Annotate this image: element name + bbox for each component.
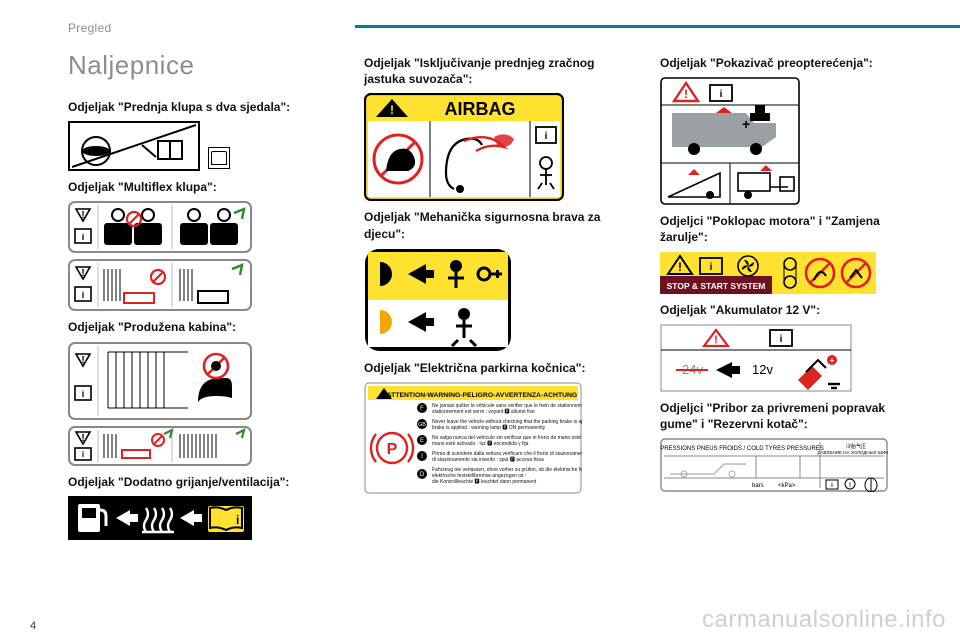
svg-text:!: ! (81, 268, 84, 279)
svg-text:ДАВЛЕНИЕ НА ХОЛОДНЫХ ШИНАХ: ДАВЛЕНИЕ НА ХОЛОДНЫХ ШИНАХ (818, 450, 889, 455)
svg-text:i: i (545, 131, 548, 142)
airbag-text: AIRBAG (445, 99, 516, 119)
tyre-kpa: <kPa> (778, 483, 796, 489)
sticker-12v-battery: ! i 24v 12v + (660, 324, 852, 392)
svg-text:P: P (387, 441, 398, 458)
sticker-child-lock (364, 248, 512, 352)
sticker-extended-cab-1: ! i (68, 342, 252, 420)
svg-text:i: i (82, 232, 85, 242)
svg-text:!: ! (684, 87, 688, 101)
subhead: Odjeljak "Pokazivač preopterećenja": (660, 55, 922, 71)
svg-text:!: ! (714, 334, 718, 346)
svg-text:!: ! (81, 355, 84, 366)
subhead: Odjeljak "Prednja klupa s dva sjedala": (68, 99, 330, 115)
svg-text:!: ! (849, 483, 851, 489)
svg-text:i: i (780, 334, 783, 345)
svg-text:i: i (82, 389, 85, 399)
v12: 12v (752, 362, 773, 377)
stop-start-text: STOP & START SYSTEM (667, 281, 766, 291)
watermark: carmanualsonline.info (702, 606, 946, 634)
tyre-bars: bars (752, 483, 764, 489)
svg-text:!: ! (81, 210, 84, 221)
svg-text:stationnement est serré : voya: stationnement est serré : voyant 🅿 allum… (432, 409, 535, 415)
subhead: Odjeljak "Dodatno grijanje/ventilacija": (68, 474, 330, 490)
subhead: Odjeljak "Isključivanje prednjeg zračnog… (364, 55, 626, 87)
svg-text:E: E (420, 438, 424, 444)
svg-text:!: ! (390, 103, 394, 117)
svg-text:!: ! (678, 260, 682, 274)
subhead: Odjeljci "Pribor za privremeni popravak … (660, 400, 922, 432)
svg-text:F: F (420, 406, 424, 412)
tyre-title: PRESSIONS PNEUS FROIDS / COLD TYRES PRES… (660, 446, 824, 452)
svg-text:i: i (236, 513, 239, 527)
sticker-multiflex-2: ! i (68, 259, 252, 311)
subhead: Odjeljak "Produžena kabina": (68, 319, 330, 335)
sticker-aux-heating: i (68, 496, 252, 540)
subhead: Odjeljak "Mehanička sigurnosna brava za … (364, 209, 626, 241)
svg-text:die Kontrollleuchte 🅿 leuchte: die Kontrollleuchte 🅿 leuchtet dann perm… (432, 479, 537, 485)
svg-text:!: ! (81, 433, 84, 444)
sticker-multiflex-1: ! i (68, 201, 252, 253)
subhead: Odjeljak "Multiflex klupa": (68, 179, 330, 195)
sticker-parking-brake: ATTENTION-WARNING-PELIGRO-AVVERTENZA-ACH… (364, 382, 582, 494)
pbrake-title: ATTENTION-WARNING-PELIGRO-AVVERTENZA-ACH… (387, 392, 577, 399)
sticker-bonnet-bulb: ! i STOP & START SYSTEM (660, 252, 876, 294)
page-number: 4 (30, 620, 36, 632)
svg-text:i: i (82, 290, 85, 300)
sticker-front-bench (68, 121, 200, 171)
column-3: Odjeljak "Pokazivač preopterećenja": ! i (660, 91, 922, 540)
svg-text:冷胎气压: 冷胎气压 (846, 443, 866, 450)
header-rule (355, 25, 960, 28)
subhead: Odjeljak "Električna parkirna kočnica": (364, 360, 626, 376)
svg-text:i: i (720, 89, 723, 100)
sticker-airbag: ! AIRBAG i (364, 93, 564, 201)
manual-icon (208, 147, 230, 169)
svg-text:di stazionamento sia inserito: di stazionamento sia inserito : spia 🅿 a… (432, 457, 544, 463)
svg-text:i: i (82, 450, 84, 459)
section-header: Pregled (68, 21, 111, 35)
column-1: Odjeljak "Prednja klupa s dva sjedala": … (68, 91, 330, 540)
svg-text:D: D (420, 472, 425, 478)
subhead: Odjeljci "Poklopac motora" i "Zamjena ža… (660, 213, 922, 245)
svg-text:+: + (830, 356, 835, 365)
svg-text:mano esté activado : luz 🅿 en: mano esté activado : luz 🅿 encendida y f… (432, 441, 529, 447)
sticker-extended-cab-2: ! i (68, 426, 252, 466)
svg-text:brake is applied : warning lam: brake is applied : warning lamp 🅿 ON per… (432, 425, 546, 431)
subhead: Odjeljak "Akumulator 12 V": (660, 302, 922, 318)
svg-text:i: i (710, 262, 713, 273)
svg-text:+: + (742, 116, 750, 132)
column-2: Odjeljak "Isključivanje prednjeg zračnog… (364, 91, 626, 540)
sticker-overload: ! i + (660, 77, 800, 205)
svg-text:GB: GB (418, 422, 426, 428)
sticker-tyre-pressure: PRESSIONS PNEUS FROIDS / COLD TYRES PRES… (660, 438, 888, 492)
